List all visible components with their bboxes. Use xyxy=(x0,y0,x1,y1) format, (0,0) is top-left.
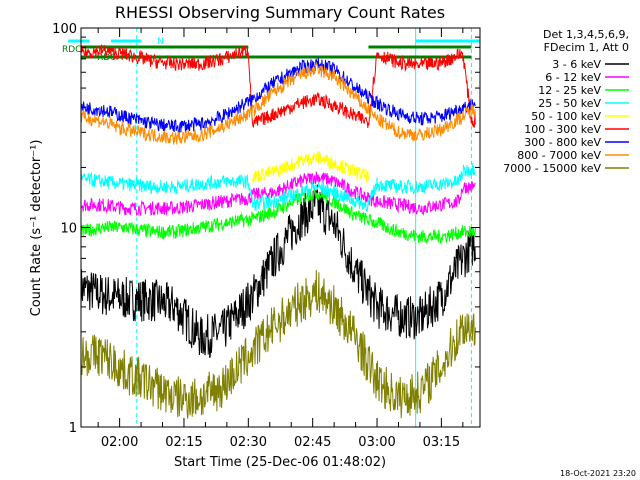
x-tick-label-5: 03:15 xyxy=(423,435,460,450)
footer-timestamp: 18-Oct-2021 23:20 xyxy=(560,469,636,478)
legend-label-8: 7000 - 15000 keV xyxy=(503,162,601,175)
legend-header-1: FDecim 1, Att 0 xyxy=(544,41,629,54)
series-line-8 xyxy=(80,269,476,419)
series-line-3 xyxy=(80,163,476,213)
legend: Det 1,3,4,5,6,9,FDecim 1, Att 0 3 - 6 keV… xyxy=(503,28,629,175)
y-axis-label: Count Rate (s⁻¹ detector⁻¹) xyxy=(29,140,44,317)
axis-layer: 1 10 100 02:00 02:15 02:30 02:45 03:00 03:15 xyxy=(52,22,480,450)
series-line-4 xyxy=(252,151,369,183)
legend-label-7: 800 - 7000 keV xyxy=(517,149,601,162)
flag-label-rdc: RDC xyxy=(62,45,81,55)
legend-header-0: Det 1,3,4,5,6,9, xyxy=(543,28,629,41)
x-tick-label-1: 02:15 xyxy=(165,435,202,450)
legend-label-1: 6 - 12 keV xyxy=(545,71,601,84)
legend-label-0: 3 - 6 keV xyxy=(552,58,601,71)
x-tick-label-4: 03:00 xyxy=(358,435,395,450)
legend-label-6: 300 - 800 keV xyxy=(524,136,601,149)
series-line-2 xyxy=(80,186,476,245)
x-axis-label: Start Time (25-Dec-06 01:48:02) xyxy=(174,455,386,470)
legend-label-4: 50 - 100 keV xyxy=(531,110,601,123)
series-line-6 xyxy=(80,57,476,134)
legend-label-5: 100 - 300 keV xyxy=(524,123,601,136)
legend-label-3: 25 - 50 keV xyxy=(538,97,601,110)
series-line-7 xyxy=(80,61,476,145)
legend-label-2: 12 - 25 keV xyxy=(538,84,601,97)
chart-title: RHESSI Observing Summary Count Rates xyxy=(115,3,445,22)
series-line-5 xyxy=(80,44,476,128)
y-tick-label-0: 1 xyxy=(69,421,77,436)
series-line-0 xyxy=(80,184,476,359)
series-line-1 xyxy=(80,171,476,217)
y-tick-label-1: 10 xyxy=(60,222,77,237)
plot-layer: N RDC RD6 xyxy=(62,28,480,427)
y-tick-label-2: 100 xyxy=(52,22,77,37)
x-tick-label-2: 02:30 xyxy=(230,435,267,450)
flag-label-rd6: RD6 xyxy=(97,53,116,63)
x-tick-label-0: 02:00 xyxy=(101,435,138,450)
flag-label-n: N xyxy=(157,37,164,47)
x-tick-label-3: 02:45 xyxy=(294,435,331,450)
